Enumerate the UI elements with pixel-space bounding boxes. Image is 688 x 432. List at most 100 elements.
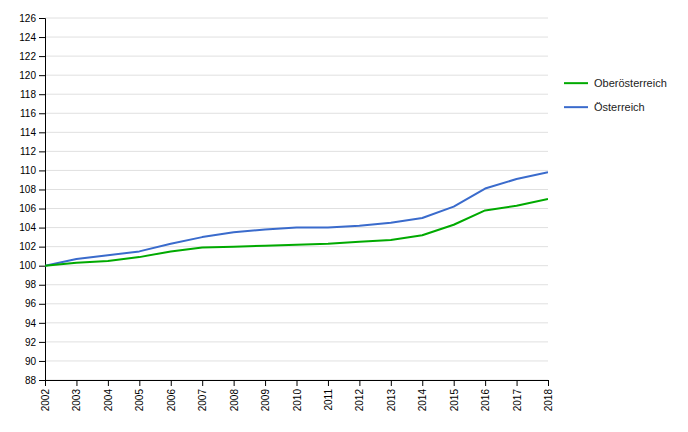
y-tick-mark xyxy=(39,113,45,114)
x-tick-label: 2016 xyxy=(480,389,491,412)
x-tick: 2012 xyxy=(354,380,365,411)
y-tick: 98 xyxy=(25,279,45,290)
x-tick-label: 2004 xyxy=(103,389,114,412)
x-tick-mark xyxy=(422,380,423,386)
y-tick: 126 xyxy=(19,13,45,24)
y-tick-label: 124 xyxy=(19,32,36,43)
legend-swatch xyxy=(564,106,588,108)
y-tick: 122 xyxy=(19,51,45,62)
y-tick-label: 110 xyxy=(20,165,36,176)
y-tick-mark xyxy=(39,380,45,381)
y-tick-label: 98 xyxy=(25,279,37,290)
x-tick: 2004 xyxy=(103,380,114,411)
y-tick: 118 xyxy=(20,89,45,100)
x-tick-label: 2012 xyxy=(354,389,365,412)
x-tick-label: 2011 xyxy=(323,389,334,411)
grid-line xyxy=(45,341,548,342)
series-line xyxy=(45,199,548,266)
y-axis: 8890929496981001021041061081101121141161… xyxy=(19,13,45,386)
y-tick-label: 102 xyxy=(19,241,36,252)
grid xyxy=(45,18,548,380)
grid-line xyxy=(45,265,548,266)
x-tick-label: 2017 xyxy=(512,389,523,412)
y-tick-label: 108 xyxy=(19,184,36,195)
legend-label: Österreich xyxy=(594,101,645,113)
x-tick: 2017 xyxy=(512,380,523,411)
y-tick: 114 xyxy=(20,127,45,138)
x-tick: 2015 xyxy=(449,380,460,411)
legend-item: Oberösterreich xyxy=(564,77,667,89)
y-tick-label: 94 xyxy=(25,318,37,329)
x-tick: 2018 xyxy=(543,380,554,411)
legend: Oberösterreich Österreich xyxy=(564,77,667,113)
y-tick-mark xyxy=(39,75,45,76)
x-tick-label: 2015 xyxy=(449,389,460,412)
y-tick-mark xyxy=(39,209,45,210)
y-tick: 110 xyxy=(20,165,45,176)
x-tick-mark xyxy=(485,380,486,386)
y-tick-mark xyxy=(39,304,45,305)
x-axis: 2002 2003 2004 2005 2006 2007 2008 2009 2010 2011… xyxy=(40,380,554,411)
x-tick-label: 2018 xyxy=(543,389,554,412)
y-tick: 108 xyxy=(19,184,45,195)
x-tick: 2011 xyxy=(323,380,334,411)
grid-line xyxy=(45,360,548,361)
y-tick: 96 xyxy=(25,298,45,309)
x-tick-mark xyxy=(234,380,235,386)
x-tick-mark xyxy=(297,380,298,386)
y-tick-mark xyxy=(39,151,45,152)
y-tick-mark xyxy=(39,266,45,267)
y-tick-label: 90 xyxy=(25,356,37,367)
y-tick: 102 xyxy=(19,241,45,252)
x-tick: 2013 xyxy=(386,380,397,411)
y-tick-label: 114 xyxy=(20,127,36,138)
x-tick-mark xyxy=(359,380,360,386)
grid-line xyxy=(45,303,548,304)
y-tick: 94 xyxy=(25,318,45,329)
y-axis-line xyxy=(39,19,46,381)
x-tick: 2014 xyxy=(417,380,428,411)
x-tick: 2002 xyxy=(40,380,51,411)
y-tick-mark xyxy=(39,361,45,362)
x-tick-label: 2010 xyxy=(292,389,303,412)
y-tick-label: 126 xyxy=(19,13,36,24)
grid-line xyxy=(45,284,548,285)
y-tick-label: 100 xyxy=(19,260,36,271)
y-tick: 104 xyxy=(19,222,45,233)
y-tick-label: 116 xyxy=(20,108,36,119)
y-tick: 90 xyxy=(25,356,45,367)
legend-label: Oberösterreich xyxy=(594,77,667,89)
x-tick-mark xyxy=(265,380,266,386)
y-tick-label: 96 xyxy=(25,298,37,309)
y-tick-label: 104 xyxy=(19,222,36,233)
grid-line xyxy=(45,322,548,323)
x-tick: 2005 xyxy=(134,380,145,411)
x-tick-mark xyxy=(548,380,549,386)
grid-line xyxy=(45,37,548,38)
y-tick: 120 xyxy=(19,70,45,81)
grid-line xyxy=(45,94,548,95)
chart: 8890929496981001021041061081101121141161… xyxy=(0,0,688,432)
x-tick: 2007 xyxy=(197,380,208,411)
x-tick: 2016 xyxy=(480,380,491,411)
x-tick-mark xyxy=(202,380,203,386)
y-tick: 116 xyxy=(20,108,45,119)
x-tick-label: 2006 xyxy=(166,389,177,412)
x-tick-label: 2014 xyxy=(417,389,428,412)
lines xyxy=(45,172,548,265)
y-tick: 106 xyxy=(19,203,45,214)
y-tick-label: 106 xyxy=(19,203,36,214)
x-tick-label: 2008 xyxy=(229,389,240,412)
x-tick: 2003 xyxy=(71,380,82,411)
y-tick: 100 xyxy=(19,260,45,271)
y-tick-mark xyxy=(39,132,45,133)
y-tick-mark xyxy=(39,94,45,95)
y-tick: 124 xyxy=(19,32,45,43)
x-tick-mark xyxy=(45,380,46,386)
x-tick: 2009 xyxy=(260,380,271,411)
legend-item: Österreich xyxy=(564,101,645,113)
x-tick-label: 2013 xyxy=(386,389,397,412)
x-tick-mark xyxy=(139,380,140,386)
x-tick-mark xyxy=(76,380,77,386)
y-tick-label: 122 xyxy=(19,51,36,62)
